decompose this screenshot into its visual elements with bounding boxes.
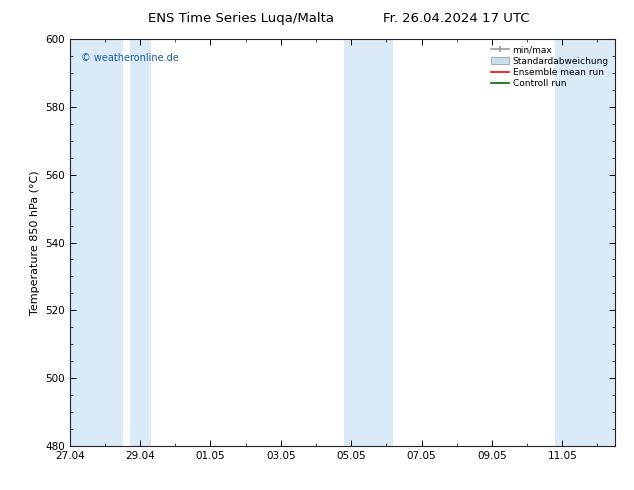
Bar [70,39,122,446]
Legend: min/max, Standardabweichung, Ensemble mean run, Controll run: min/max, Standardabweichung, Ensemble me… [489,44,611,90]
Text: Fr. 26.04.2024 17 UTC: Fr. 26.04.2024 17 UTC [383,12,530,25]
Y-axis label: Temperature 850 hPa (°C): Temperature 850 hPa (°C) [30,170,39,315]
Bar [344,39,393,446]
Bar [555,39,615,446]
Bar [129,39,151,446]
Text: © weatheronline.de: © weatheronline.de [81,53,178,63]
Text: ENS Time Series Luqa/Malta: ENS Time Series Luqa/Malta [148,12,334,25]
